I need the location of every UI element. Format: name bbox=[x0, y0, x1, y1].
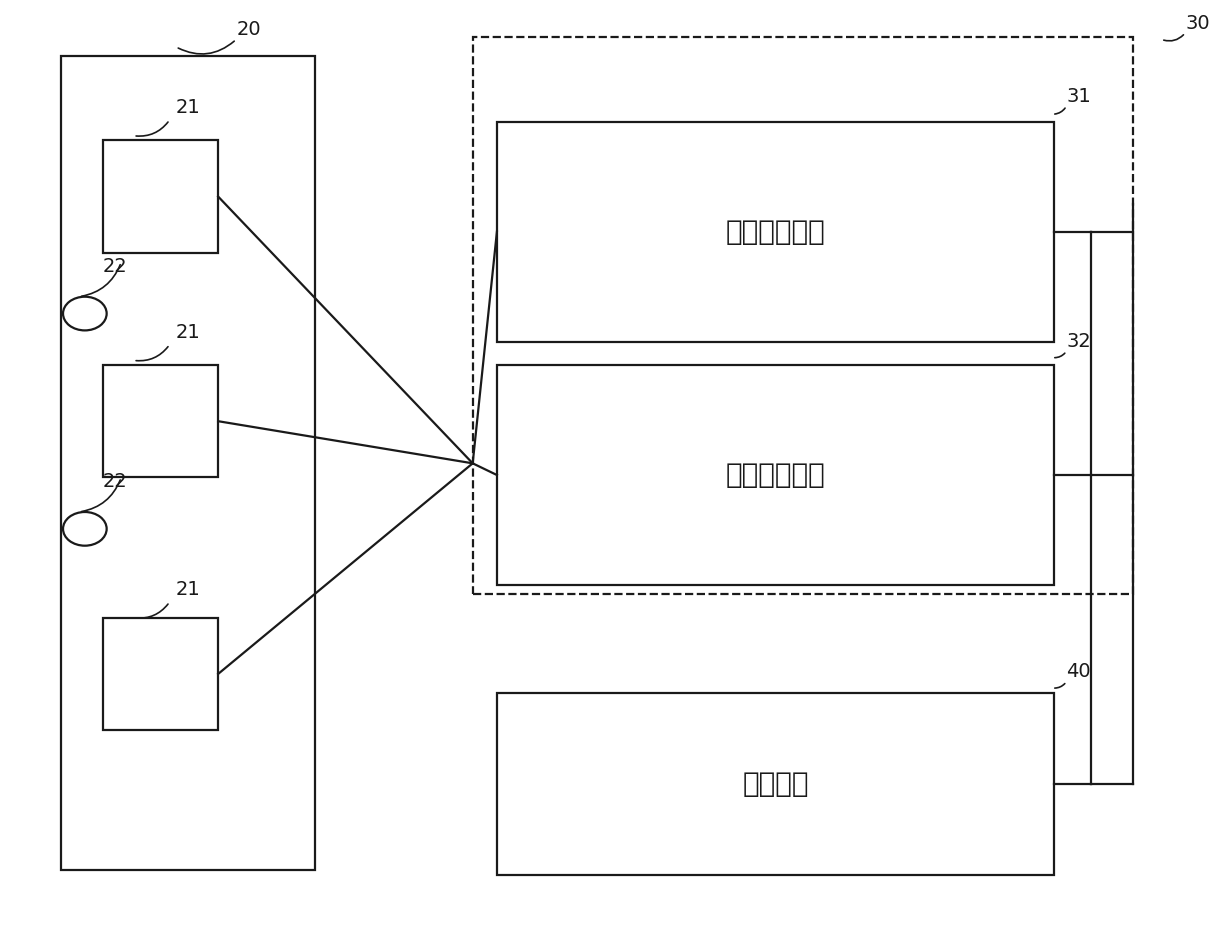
Bar bbox=[473, 37, 1133, 594]
Text: 控制单元: 控制单元 bbox=[743, 770, 808, 797]
Text: 环境检测单元: 环境检测单元 bbox=[726, 218, 825, 245]
Text: 21: 21 bbox=[176, 580, 200, 599]
Text: 21: 21 bbox=[176, 323, 200, 342]
Text: 22: 22 bbox=[103, 257, 127, 276]
Bar bbox=[497, 365, 1054, 585]
Text: 22: 22 bbox=[103, 473, 127, 491]
Text: 20: 20 bbox=[236, 21, 261, 39]
Bar bbox=[103, 365, 218, 477]
Bar bbox=[103, 140, 218, 253]
Bar bbox=[497, 693, 1054, 875]
Text: 按键检测单元: 按键检测单元 bbox=[726, 461, 825, 489]
Bar bbox=[61, 56, 315, 870]
Bar bbox=[497, 122, 1054, 342]
Text: 32: 32 bbox=[1067, 332, 1091, 351]
Text: 30: 30 bbox=[1185, 14, 1210, 33]
Bar bbox=[103, 618, 218, 730]
Text: 31: 31 bbox=[1067, 87, 1091, 106]
Text: 40: 40 bbox=[1067, 663, 1091, 681]
Text: 21: 21 bbox=[176, 98, 200, 117]
